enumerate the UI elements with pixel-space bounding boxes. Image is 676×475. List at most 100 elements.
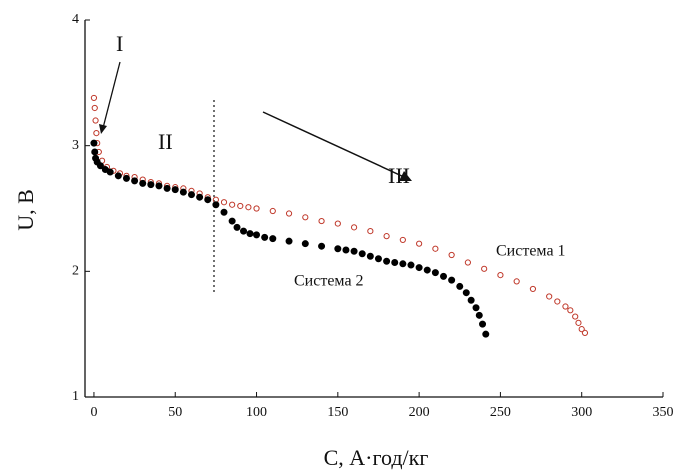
y-tick-label: 1 — [72, 389, 79, 404]
data-point — [106, 168, 114, 176]
data-point — [92, 117, 99, 124]
data-point — [383, 233, 390, 240]
arrow — [262, 111, 405, 178]
data-point — [448, 276, 456, 284]
data-point — [350, 247, 358, 255]
data-point — [374, 255, 382, 263]
series-label: Система 2 — [294, 273, 364, 290]
data-point — [269, 207, 276, 215]
x-tick-label: 300 — [571, 405, 592, 420]
data-point — [90, 139, 98, 147]
data-point — [350, 224, 358, 231]
x-tick-label: 200 — [409, 405, 430, 420]
data-point — [139, 179, 147, 187]
data-point — [90, 94, 98, 102]
data-point — [462, 289, 470, 297]
data-point — [472, 304, 480, 312]
x-axis-label: C, А·год/кг — [324, 445, 429, 470]
data-point — [342, 246, 350, 254]
x-tick-label: 100 — [246, 405, 267, 420]
data-point — [391, 259, 399, 267]
data-point — [572, 313, 579, 320]
data-point — [464, 259, 471, 266]
data-point — [253, 205, 260, 212]
data-point — [467, 296, 475, 304]
data-point — [261, 233, 269, 241]
data-point — [301, 240, 309, 248]
data-point — [245, 204, 252, 211]
annotation: I — [116, 31, 123, 56]
data-point — [253, 231, 261, 239]
data-point — [179, 188, 187, 196]
data-point — [562, 303, 569, 310]
data-point — [91, 104, 98, 112]
data-point — [122, 174, 130, 182]
x-tick-label: 350 — [653, 405, 674, 420]
arrow-head — [399, 171, 412, 181]
annotation: II — [158, 129, 173, 154]
data-point — [432, 245, 439, 252]
data-point — [513, 278, 520, 285]
data-point — [546, 293, 553, 300]
data-point — [334, 220, 341, 227]
data-point — [529, 285, 537, 293]
data-point — [407, 261, 415, 269]
data-point — [415, 264, 423, 272]
x-tick-label: 0 — [90, 405, 97, 420]
data-point — [240, 227, 248, 235]
arrow — [102, 61, 121, 129]
data-point — [482, 330, 490, 338]
x-tick-label: 150 — [327, 405, 348, 420]
arrow-head — [99, 124, 107, 134]
data-point — [431, 269, 439, 277]
data-point — [318, 217, 325, 225]
data-point — [481, 265, 488, 272]
y-axis-label: U, В — [13, 189, 38, 231]
data-point — [367, 228, 374, 235]
data-point — [233, 223, 241, 231]
data-point — [269, 235, 277, 243]
data-point — [220, 208, 228, 216]
data-point — [187, 191, 195, 199]
series-label: Система 1 — [496, 243, 566, 260]
data-point — [147, 181, 155, 189]
data-point — [383, 257, 391, 265]
x-tick-label: 50 — [168, 405, 182, 420]
data-point — [423, 266, 431, 274]
data-point — [448, 251, 455, 259]
data-point — [229, 201, 236, 208]
data-point — [334, 245, 342, 253]
y-tick-label: 3 — [72, 138, 79, 153]
data-point — [246, 230, 254, 238]
data-point — [131, 177, 139, 185]
data-point — [114, 172, 122, 180]
data-point — [497, 272, 504, 279]
data-point — [554, 298, 561, 305]
data-point — [228, 217, 236, 225]
data-point — [440, 272, 448, 280]
data-point — [155, 182, 163, 190]
data-point — [318, 242, 326, 250]
data-point — [237, 202, 244, 210]
data-point — [399, 260, 407, 268]
data-point — [416, 240, 423, 247]
data-point — [575, 319, 582, 326]
data-point — [475, 311, 483, 319]
y-tick-label: 4 — [72, 12, 79, 27]
data-point — [578, 326, 585, 333]
data-point — [96, 162, 104, 170]
data-point — [456, 282, 464, 290]
data-point — [285, 237, 293, 245]
data-point — [91, 148, 99, 156]
annotation: III — [388, 163, 410, 188]
data-point — [358, 250, 366, 258]
data-point — [196, 193, 204, 201]
data-point — [204, 196, 212, 204]
data-point — [567, 307, 574, 314]
data-point — [163, 184, 171, 192]
data-point — [366, 252, 374, 260]
y-tick-label: 2 — [72, 264, 79, 279]
x-tick-label: 250 — [490, 405, 511, 420]
